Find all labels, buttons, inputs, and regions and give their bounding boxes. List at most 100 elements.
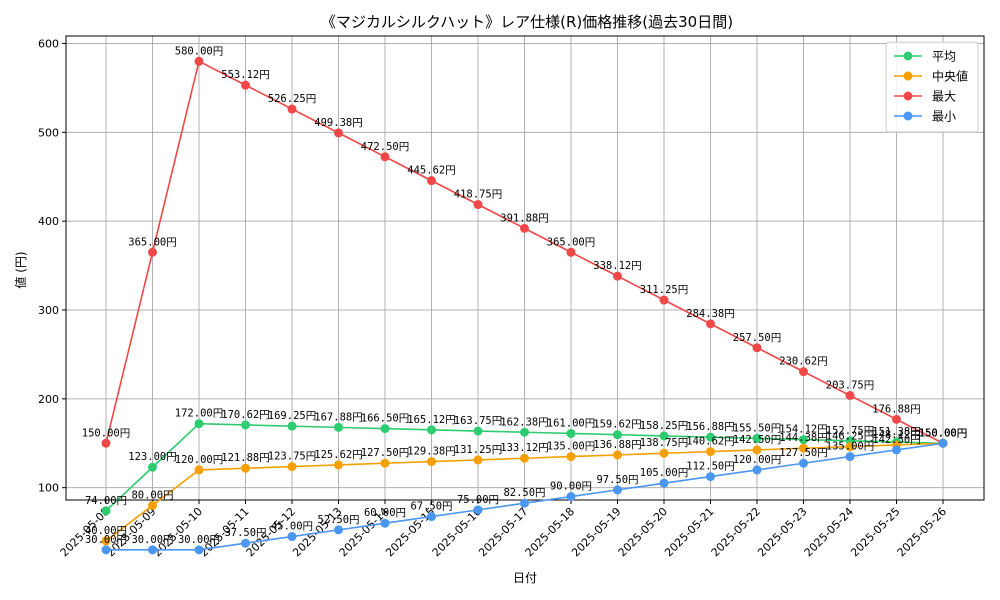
data-label: 580.00円 [175,45,223,57]
x-axis-title: 日付 [513,571,537,585]
data-point [752,433,762,443]
data-label: 127.50円 [779,447,827,459]
data-label: 133.12円 [500,442,548,454]
y-tick-label: 100 [38,482,59,495]
data-point [334,128,343,138]
data-label: 80.00円 [131,489,173,501]
data-label: 82.50円 [503,487,545,499]
data-label: 120.00円 [733,454,781,466]
data-point [473,455,483,465]
data-label: 166.50円 [361,413,409,425]
data-label: 158.25円 [640,420,688,432]
data-label: 138.75円 [640,437,688,449]
data-label: 151.38円 [872,426,920,438]
data-point [194,56,204,66]
y-tick-label: 400 [38,215,59,228]
series-1 [101,438,948,546]
data-label: 121.88円 [221,452,269,464]
data-label: 445.62円 [407,165,455,177]
data-label: 150.00円 [919,427,967,439]
data-label: 125.62円 [314,449,362,461]
data-label: 257.50円 [733,332,781,344]
legend-label: 最大 [932,90,956,104]
data-point [938,438,948,448]
data-point [799,435,808,445]
data-point [613,271,622,281]
data-point [520,498,529,508]
data-label: 154.12円 [779,424,827,436]
data-point [148,462,157,472]
data-point [427,176,436,186]
data-label: 140.62円 [686,436,734,448]
legend-item: 最小 [894,110,956,124]
legend-marker [903,91,913,101]
data-point [473,505,483,515]
data-label: 152.75円 [826,425,874,437]
data-label: 150.00円 [82,427,130,439]
data-point [241,538,250,548]
data-label: 37.50円 [224,527,266,539]
data-point [427,425,436,435]
data-label: 30.00円 [131,534,173,546]
data-point [613,450,622,460]
data-label: 338.12円 [593,260,641,272]
data-label: 135.00円 [547,441,595,453]
data-label: 74.00円 [85,495,127,507]
data-point [799,458,808,468]
data-point [706,447,715,457]
data-label: 129.38円 [407,446,455,458]
legend-item: 最大 [894,90,956,104]
data-point [706,432,715,442]
data-point [427,457,436,467]
data-label: 365.00円 [128,236,176,248]
data-point [241,80,250,90]
data-label: 60.00円 [364,507,406,519]
data-label: 155.50円 [733,422,781,434]
series-layer [101,56,948,555]
data-label: 67.50円 [410,501,452,513]
data-point [473,200,483,210]
data-label: 163.75円 [454,415,502,427]
data-label: 472.50円 [361,141,409,153]
data-label: 144.38円 [779,432,827,444]
data-label: 105.00円 [640,467,688,479]
data-label: 391.88円 [500,212,548,224]
data-point [380,518,390,528]
data-label: 165.12円 [407,414,455,426]
data-point [241,463,250,473]
data-label: 127.50円 [361,447,409,459]
data-point [380,152,390,162]
data-point [752,465,762,475]
data-label: 30.00円 [85,534,127,546]
data-point [194,419,204,429]
data-point [148,500,157,510]
data-label: 52.50円 [317,514,359,526]
data-point [148,545,157,555]
legend-box [885,41,979,133]
data-point [101,438,111,448]
data-point [659,295,669,305]
data-label: 142.50円 [872,434,920,446]
data-point [101,536,111,546]
legend-item: 中央値 [894,69,968,84]
y-axis-title: 値 (円) [13,251,28,288]
data-label: 136.88円 [593,439,641,451]
y-tick-label: 500 [38,126,59,139]
x-tick-label: 2025-05-26 [895,505,949,559]
data-point [566,492,576,502]
data-label: 123.00円 [128,451,176,463]
data-label: 499.38円 [314,117,362,129]
data-point [566,428,576,438]
data-point [194,545,204,555]
data-point [892,414,901,424]
data-label: 161.00円 [547,417,595,429]
data-point [892,445,901,455]
data-point [659,448,669,458]
data-label: 167.88円 [314,411,362,423]
data-label: 418.75円 [454,189,502,201]
data-label: 526.25円 [268,93,316,105]
data-label: 150.00円 [919,427,967,439]
legend-marker [903,111,913,121]
data-point [287,532,297,542]
